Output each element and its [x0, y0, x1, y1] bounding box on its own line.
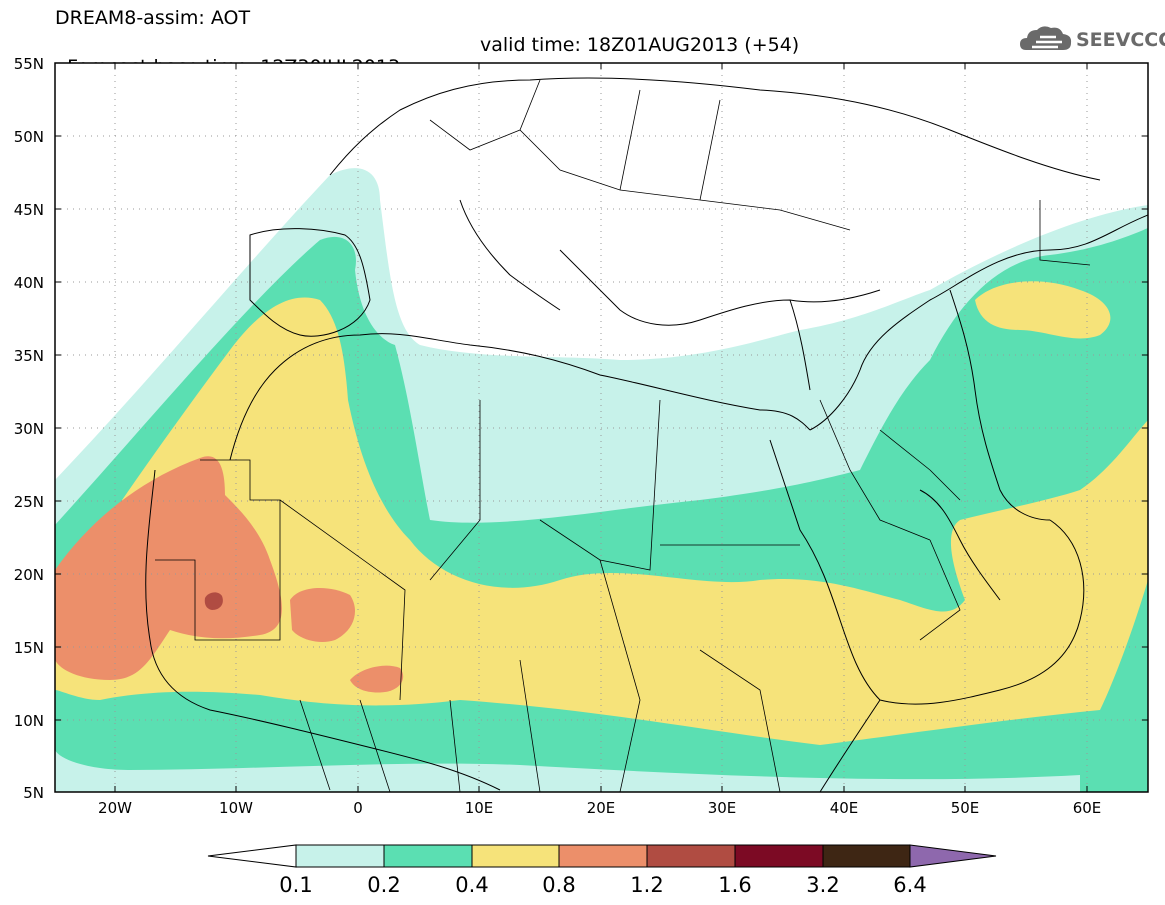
map-title: DREAM8-assim: AOT — [55, 7, 251, 29]
aot-level-0.8 — [55, 456, 282, 680]
colorbar-label: 0.8 — [542, 873, 576, 897]
lat-label: 40N — [13, 274, 44, 292]
axis-ticks — [55, 62, 1148, 793]
lon-label: 50E — [950, 799, 980, 817]
aot-level-1.2 — [204, 592, 223, 610]
lon-label: 10E — [464, 799, 494, 817]
colorbar-label: 3.2 — [806, 873, 840, 897]
lon-label: 30E — [707, 799, 737, 817]
colorbar-swatch-6 — [822, 844, 911, 868]
lat-label: 10N — [13, 712, 44, 730]
lon-label: 0 — [353, 799, 363, 817]
lon-label: 20E — [586, 799, 616, 817]
colorbar-swatch-2 — [471, 844, 560, 868]
colorbar — [207, 844, 997, 868]
colorbar-under-arrow — [207, 844, 297, 868]
colorbar-label: 1.2 — [630, 873, 664, 897]
cloud-icon — [1020, 26, 1072, 50]
lat-label: 35N — [13, 347, 44, 365]
lat-label: 55N — [13, 55, 44, 73]
colorbar-swatch-4 — [646, 844, 736, 868]
lat-label: 50N — [13, 128, 44, 146]
colorbar-swatch-5 — [734, 844, 824, 868]
colorbar-label: 1.6 — [718, 873, 752, 897]
aot-level-0.8-niger — [350, 665, 404, 693]
colorbar-swatch-1 — [383, 844, 473, 868]
seevccc-logo: SEEVCCC — [1018, 20, 1165, 60]
colorbar-label: 0.1 — [279, 873, 313, 897]
colorbar-swatch-0 — [295, 844, 385, 868]
aot-field — [55, 63, 1148, 792]
aot-level-0.4-iran — [975, 281, 1111, 339]
valid-time-text: valid time: 18Z01AUG2013 (+54) — [480, 34, 800, 56]
lon-label: 20W — [98, 799, 132, 817]
logo-text: SEEVCCC — [1076, 29, 1165, 51]
lat-label: 15N — [13, 639, 44, 657]
lat-label: 30N — [13, 420, 44, 438]
lon-label: 10W — [219, 799, 253, 817]
coastlines — [145, 77, 1148, 792]
colorbar-over-arrow — [909, 844, 997, 868]
colorbar-label: 6.4 — [893, 873, 927, 897]
lat-label: 45N — [13, 201, 44, 219]
grid-lines — [55, 63, 1148, 792]
lat-label: 20N — [13, 566, 44, 584]
country-borders — [155, 79, 1091, 792]
aot-level-0.8-mali — [290, 588, 355, 642]
lat-label: 25N — [13, 493, 44, 511]
colorbar-label: 0.4 — [455, 873, 489, 897]
colorbar-swatch-3 — [558, 844, 648, 868]
colorbar-label: 0.2 — [367, 873, 401, 897]
lat-label: 5N — [23, 784, 44, 802]
lon-label: 60E — [1072, 799, 1102, 817]
lon-label: 40E — [829, 799, 859, 817]
